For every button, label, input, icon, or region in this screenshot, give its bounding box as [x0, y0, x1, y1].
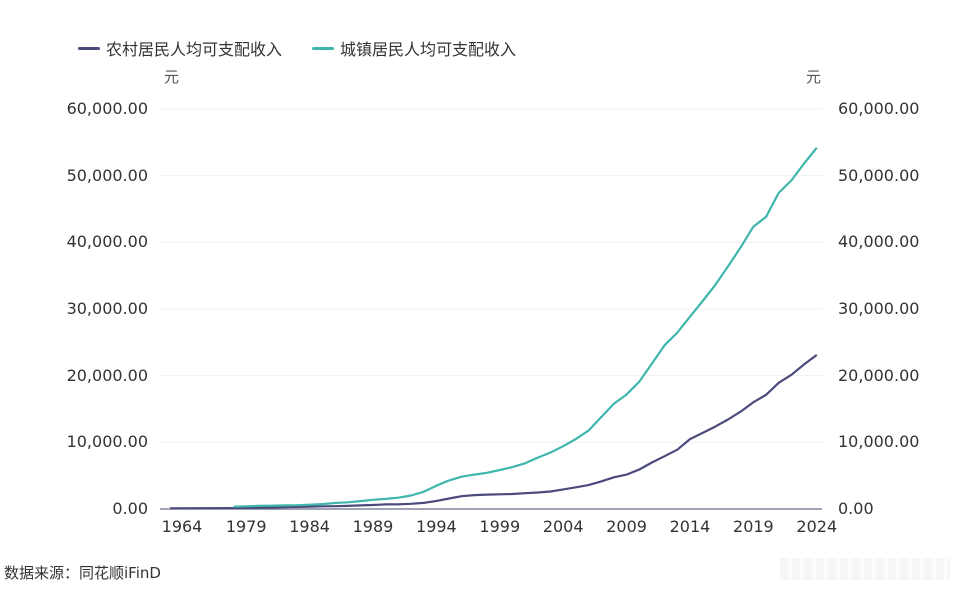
x-tick-label: 2004	[542, 517, 584, 536]
rural-income-line[interactable]	[169, 354, 818, 510]
x-tick-label: 1964	[161, 517, 203, 536]
urban-income-line[interactable]	[233, 147, 818, 508]
urban-line-swatch-icon	[312, 46, 335, 50]
left-y-tick-label: 60,000.00	[66, 99, 148, 118]
x-tick-label: 1984	[289, 517, 330, 536]
x-tick-label: 2014	[669, 517, 711, 536]
x-tick-label: 1999	[479, 517, 521, 536]
legend-item-urban[interactable]: 城镇居民人均可支配收入	[312, 36, 516, 60]
right-axis-unit: 元	[806, 68, 822, 86]
right-y-tick-label: 20,000.00	[838, 365, 920, 385]
right-y-tick-label: 30,000.00	[838, 299, 920, 318]
x-tick-label: 1979	[225, 517, 267, 536]
left-axis-unit: 元	[164, 68, 180, 86]
left-y-tick-label: 20,000.00	[66, 365, 148, 385]
rural-line-swatch-icon	[78, 46, 100, 50]
x-tick-label: 1989	[352, 517, 394, 536]
data-source-note: 数据来源：同花顺iFinD	[4, 564, 161, 582]
x-tick-label: 1994	[416, 517, 457, 536]
watermark	[780, 558, 950, 580]
left-y-tick-label: 0.00	[112, 499, 148, 518]
right-y-tick-label: 40,000.00	[838, 232, 920, 252]
x-tick-label: 2019	[733, 517, 774, 536]
right-y-tick-label: 10,000.00	[838, 432, 920, 452]
left-y-tick-label: 10,000.00	[66, 432, 148, 452]
left-y-tick-label: 40,000.00	[66, 232, 148, 252]
x-tick-label: 2024	[796, 517, 838, 536]
right-y-tick-label: 50,000.00	[838, 165, 920, 185]
x-tick-label: 2009	[606, 517, 647, 536]
left-y-tick-label: 30,000.00	[66, 299, 148, 318]
legend-label-urban: 城镇居民人均可支配收入	[340, 40, 517, 59]
legend-item-rural[interactable]: 农村居民人均可支配收入	[78, 36, 282, 60]
left-y-tick-label: 50,000.00	[66, 165, 148, 185]
legend-label-rural: 农村居民人均可支配收入	[106, 40, 283, 59]
legend: 农村居民人均可支配收入 城镇居民人均可支配收入	[78, 36, 516, 60]
right-y-tick-label: 0.00	[838, 499, 874, 518]
right-y-tick-label: 60,000.00	[838, 99, 920, 118]
